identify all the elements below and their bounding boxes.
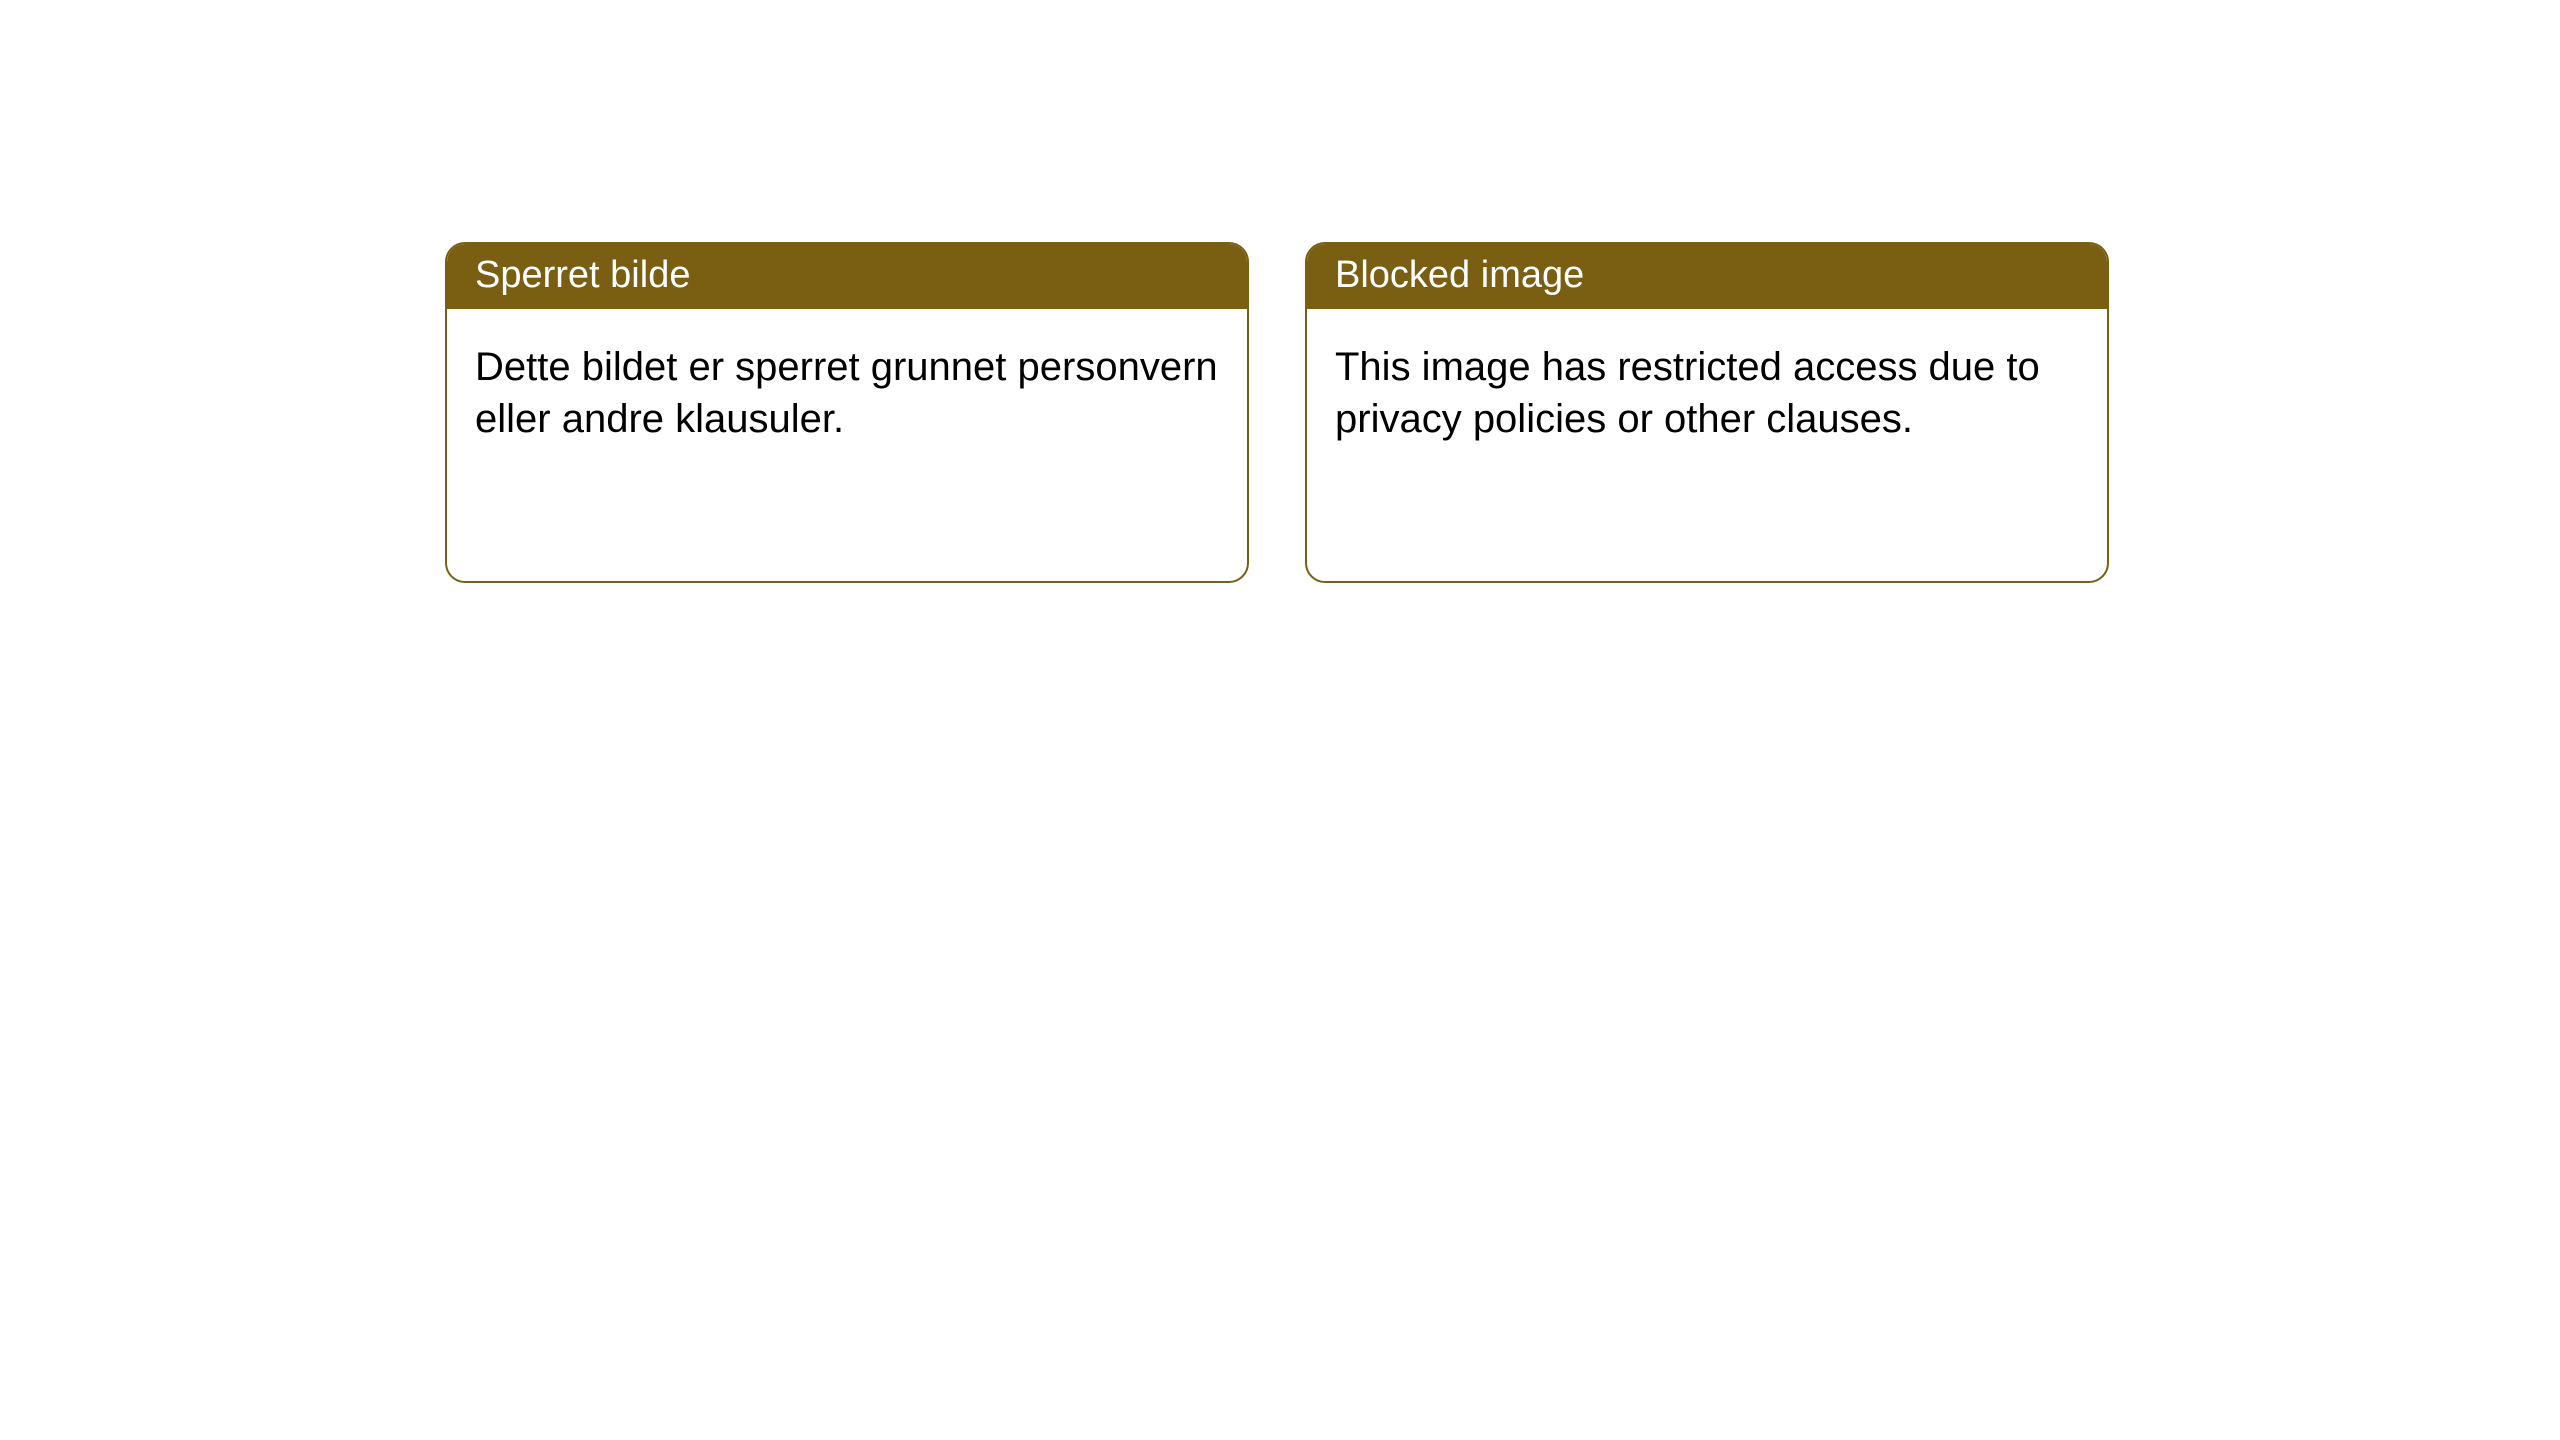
card-body-text: This image has restricted access due to … (1335, 345, 2040, 441)
card-title: Sperret bilde (475, 254, 690, 296)
blocked-image-card-no: Sperret bilde Dette bildet er sperret gr… (445, 242, 1249, 583)
card-body: This image has restricted access due to … (1307, 309, 2107, 581)
card-header: Sperret bilde (447, 244, 1247, 309)
card-header: Blocked image (1307, 244, 2107, 309)
blocked-image-card-en: Blocked image This image has restricted … (1305, 242, 2109, 583)
card-title: Blocked image (1335, 254, 1584, 296)
card-body-text: Dette bildet er sperret grunnet personve… (475, 345, 1218, 441)
card-body: Dette bildet er sperret grunnet personve… (447, 309, 1247, 581)
cards-container: Sperret bilde Dette bildet er sperret gr… (0, 0, 2560, 583)
